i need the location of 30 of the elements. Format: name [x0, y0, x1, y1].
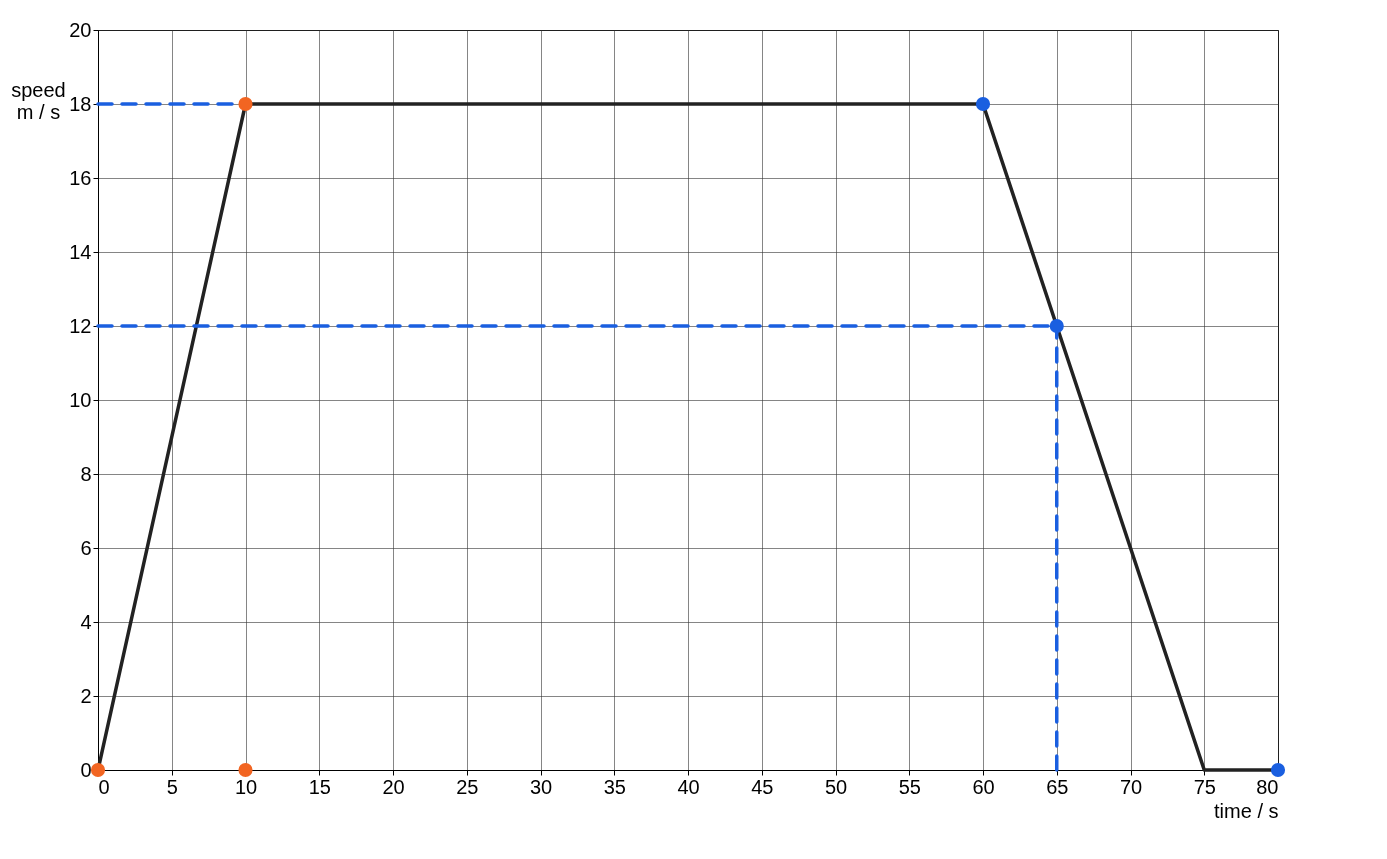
- x-tick-label: 40: [677, 775, 700, 798]
- y-axis-title: speed m / s: [11, 78, 66, 123]
- y-tick-label: 6: [80, 536, 92, 559]
- y-tick-label: 0: [80, 758, 92, 781]
- y-tick-label: 20: [69, 18, 92, 41]
- x-tick-label: 30: [529, 775, 553, 798]
- x-tick-label: 50: [824, 775, 848, 798]
- x-tick-label: 65: [1046, 775, 1069, 798]
- x-tick-label: 15: [308, 775, 331, 798]
- x-tick-label: 10: [234, 775, 258, 798]
- x-tick-label: 5: [166, 775, 178, 798]
- x-tick-label: 20: [382, 775, 405, 798]
- y-tick-label: 18: [69, 92, 92, 115]
- x-tick-label: 45: [751, 775, 774, 798]
- x-axis-title: time / s: [1214, 799, 1279, 822]
- x-tick-label: 25: [456, 775, 479, 798]
- x-tick-label: 80: [1256, 775, 1279, 798]
- y-tick-label: 12: [69, 314, 92, 337]
- y-tick-label: 14: [69, 240, 92, 263]
- x-tick-label: 55: [898, 775, 921, 798]
- y-tick-label: 10: [69, 388, 92, 411]
- x-tick-label: 70: [1119, 775, 1143, 798]
- y-tick-label: 4: [80, 610, 92, 633]
- x-tick-label: 75: [1193, 775, 1216, 798]
- x-tick-label: 35: [603, 775, 626, 798]
- y-tick-label: 2: [80, 684, 92, 707]
- x-tick-label: 0: [98, 775, 110, 798]
- y-tick-label: 8: [80, 462, 92, 485]
- y-tick-label: 16: [69, 166, 92, 189]
- x-tick-label: 60: [972, 775, 995, 798]
